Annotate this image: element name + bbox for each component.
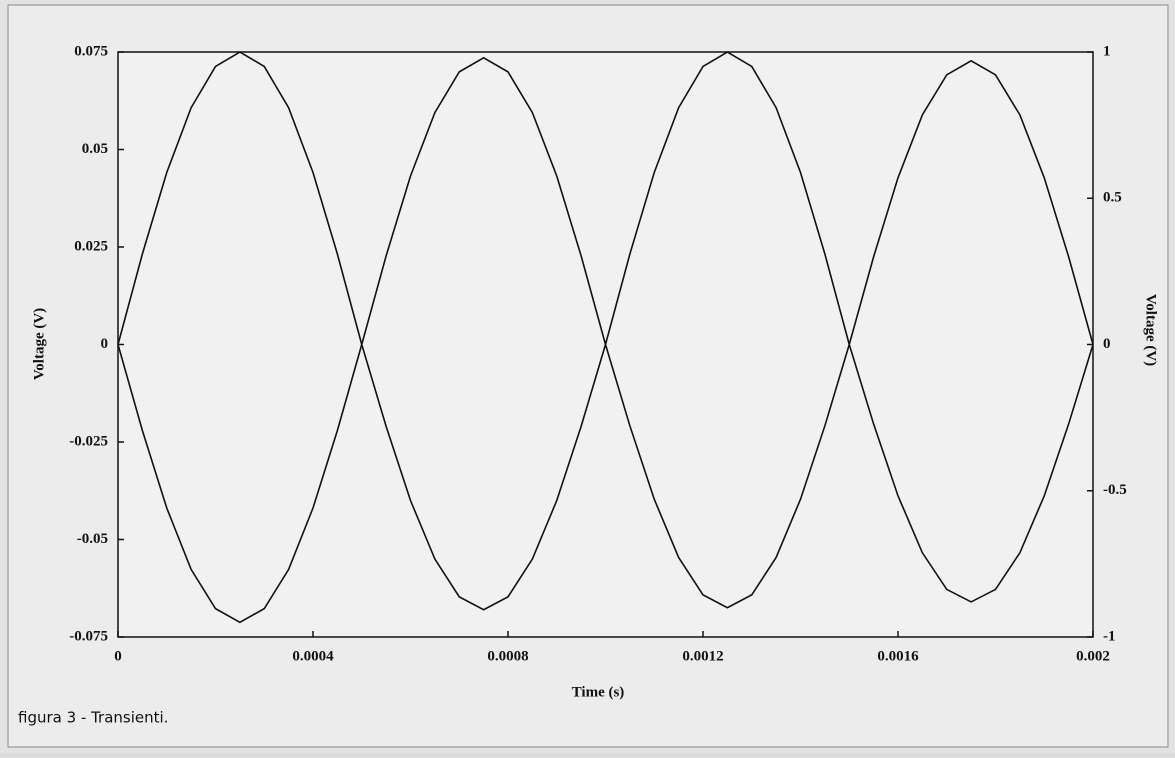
series-line [117,56,1094,624]
x-tick-label: 0.002 [1076,648,1110,664]
x-axis-label: Time (s) [572,684,625,700]
y2-tick-label: -0.5 [1103,482,1127,498]
y2-tick-label: 1 [1103,43,1111,59]
x-tick-label: 0 [114,648,122,664]
y-tick-label: -0.05 [77,531,108,547]
x-tick-label: 0.0004 [292,648,334,664]
y-tick-label: -0.025 [69,433,108,449]
y-tick-label: -0.075 [69,628,108,644]
y-tick-label: 0.025 [74,238,108,254]
y2-axis-label: Voltage (V) [1143,294,1159,366]
y2-tick-label: 0 [1103,336,1111,352]
x-tick-label: 0.0016 [877,648,919,664]
x-tick-label: 0.0008 [487,648,528,664]
caption: figura 3 - Transienti. [18,709,168,727]
y-tick-label: 0 [101,336,109,352]
y-tick-label: 0.05 [82,141,108,157]
y2-tick-label: 0.5 [1103,190,1122,206]
x-tick-label: 0.0012 [682,648,723,664]
y-axis-label: Voltage (V) [31,308,47,380]
y2-tick-label: -1 [1103,628,1116,644]
y-tick-label: 0.075 [74,43,108,59]
